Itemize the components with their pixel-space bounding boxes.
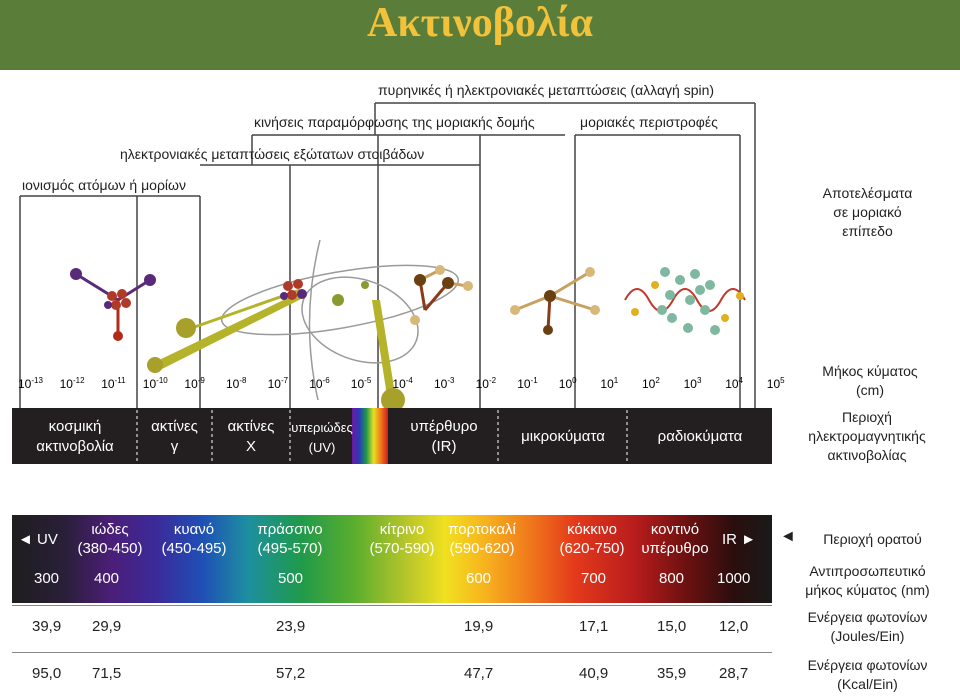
axis-tick-label: 10-11: [101, 376, 126, 391]
axis-tick-label: 10-5: [350, 376, 372, 391]
side-joules: Ενέργεια φωτονίων (Joules/Ein): [807, 609, 928, 644]
axis-tick-label: 10-4: [392, 376, 413, 391]
vis-violet: ιώδες (380-450): [77, 521, 143, 557]
kcal-value: 28,7: [719, 665, 749, 682]
axis-tick-label: 10-3: [434, 376, 455, 391]
axis-tick-label: 10-10: [142, 376, 168, 391]
effect-rotations: μοριακές περιστροφές: [580, 114, 718, 130]
side-em-region: Περιοχή ηλεκτρομαγνητικής ακτινοβολίας: [808, 409, 926, 463]
vis-yellow: κίτρινο (570-590): [369, 521, 435, 557]
kcal-value: 57,2: [276, 665, 306, 682]
axis-tick-label: 101: [600, 376, 619, 391]
molecule-illustrations: [70, 239, 746, 412]
band-radiowaves: ραδιοκύματα: [657, 428, 743, 445]
effects-brackets: [19, 102, 756, 408]
nm-500: 500: [278, 570, 304, 587]
axis-tick-label: 10-1: [517, 376, 538, 391]
side-molecular-effects: Αποτελέσματα σε μοριακό επίπεδο: [822, 185, 913, 239]
joule-value: 23,9: [276, 618, 306, 635]
joule-value: 39,9: [32, 618, 62, 635]
joule-value: 29,9: [92, 618, 122, 635]
divider-kcal: [12, 652, 772, 653]
axis-tick-label: 100: [558, 376, 577, 391]
title-bar: [0, 0, 960, 70]
nm-400: 400: [94, 570, 120, 587]
nm-700: 700: [581, 570, 607, 587]
axis-tick-label: 10-13: [18, 376, 43, 391]
band-ir: υπέρθυρο (IR): [410, 418, 478, 455]
axis-tick-label: 10-9: [184, 376, 205, 391]
band-microwaves: μικροκύματα: [521, 428, 605, 445]
visible-spectrum-band: [12, 515, 772, 603]
side-wavelength: Μήκος κύματος (cm): [822, 363, 918, 398]
vis-uv: ◄ UV: [18, 531, 58, 548]
axis-tick-label: 10-7: [267, 376, 289, 391]
vis-green: πράσσινο (495-570): [257, 521, 323, 557]
axis-tick-label: 10-2: [475, 376, 497, 391]
side-kcal: Ενέργεια φωτονίων (Kcal/Ein): [807, 657, 928, 692]
effect-nuclear: πυρηνικές ή ηλεκτρονιακές μεταπτώσεις (α…: [378, 82, 715, 98]
divider-joules: [12, 605, 772, 606]
em-region-band: [12, 408, 772, 464]
axis-tick-label: 10-8: [226, 376, 247, 391]
nm-300: 300: [34, 570, 60, 587]
kcal-value: 35,9: [657, 665, 687, 682]
vis-orange: πορτοκαλί (590-620): [448, 521, 516, 557]
joule-value: 15,0: [657, 618, 687, 635]
kcal-value: 95,0: [32, 665, 62, 682]
axis-tick-label: 102: [642, 376, 660, 391]
band-cosmic: κοσμική ακτινοβολία: [36, 418, 114, 455]
vis-blue: κυανό (450-495): [161, 521, 227, 557]
effect-electronic: ηλεκτρονιακές μεταπτώσεις εξώτατων στοιβ…: [120, 146, 425, 162]
axis-tick-label: 10-12: [59, 376, 85, 391]
axis-tick-label: 105: [766, 376, 785, 391]
band-uv: υπεριώδες (UV): [291, 420, 353, 455]
nm-600: 600: [466, 570, 492, 587]
effect-ionization: ιονισμός ατόμων ή μορίων: [22, 177, 186, 193]
axis-tick-label: 104: [725, 376, 743, 391]
joule-value: 12,0: [719, 618, 749, 635]
effect-deformation: κινήσεις παραμόρφωσης της μοριακής δομής: [254, 114, 535, 130]
nm-1000: 1000: [717, 570, 751, 587]
vis-ir: IR ►: [722, 531, 757, 548]
vis-red: κόκκινο (620-750): [559, 521, 625, 557]
band-gamma: ακτίνες γ: [151, 418, 198, 455]
kcal-value: 47,7: [464, 665, 494, 682]
kcal-value: 71,5: [92, 665, 122, 682]
nm-800: 800: [659, 570, 685, 587]
axis-tick-label: 10-6: [309, 376, 330, 391]
vis-near-ir: κοντινό υπέρυθρο: [641, 521, 709, 557]
axis-tick-label: 103: [683, 376, 702, 391]
joule-value: 19,9: [464, 618, 494, 635]
spectrum-strip: [352, 408, 388, 464]
side-repr-wavelength: Αντιπροσωπευτικό μήκος κύματος (nm): [805, 563, 930, 598]
page-title: Ακτινοβολία: [366, 0, 594, 46]
side-visible: Περιοχή ορατού: [823, 531, 922, 547]
band-xray: ακτίνες Χ: [227, 418, 275, 455]
joule-value: 17,1: [579, 618, 609, 635]
kcal-value: 40,9: [579, 665, 609, 682]
visible-arrow: ◄: [780, 528, 796, 545]
